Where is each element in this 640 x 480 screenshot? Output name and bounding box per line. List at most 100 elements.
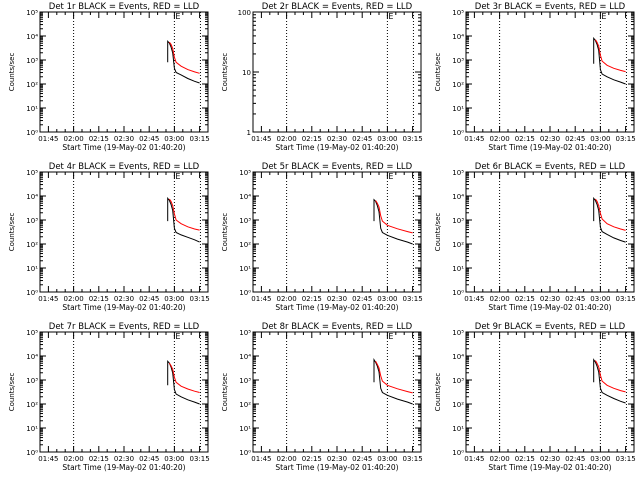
y-tick-label: 10² bbox=[452, 241, 464, 249]
x-tick-label: 03:15 bbox=[403, 455, 423, 463]
y-tick-label: 10³ bbox=[26, 377, 38, 385]
x-tick-label: 03:00 bbox=[164, 135, 184, 143]
panel-9: Det 9r BLACK = Events, RED = LLD 10⁰ 10¹ 10… bbox=[434, 322, 636, 472]
y-tick-label: 10¹ bbox=[239, 425, 251, 433]
y-tick-label: 10⁴ bbox=[26, 193, 38, 201]
x-tick-label: 02:15 bbox=[302, 295, 322, 303]
y-tick-label: 10² bbox=[239, 241, 251, 249]
x-tick-label: 03:15 bbox=[616, 455, 636, 463]
series-line-events bbox=[167, 196, 200, 243]
x-tick-label: 03:15 bbox=[190, 135, 210, 143]
x-tick-label: 02:00 bbox=[64, 455, 84, 463]
panel-3: Det 3r BLACK = Events, RED = LLD 10⁰ 10¹ 10… bbox=[434, 2, 636, 152]
y-tick-label: 10⁴ bbox=[26, 353, 38, 361]
y-tick-label: 10² bbox=[26, 241, 38, 249]
panel-title: Det 8r BLACK = Events, RED = LLD bbox=[262, 322, 413, 332]
plot-frame bbox=[465, 11, 635, 133]
y-tick-label: 10² bbox=[239, 401, 251, 409]
y-axis-label: Counts/sec bbox=[8, 373, 16, 412]
x-axis-label: Start Time (19-May-02 01:40:20) bbox=[275, 463, 398, 472]
series-line-lld bbox=[594, 360, 626, 393]
y-tick-label: 10³ bbox=[452, 217, 464, 225]
x-tick-label: 02:15 bbox=[302, 135, 322, 143]
x-tick-label: 02:45 bbox=[352, 135, 372, 143]
panel-2: Det 2r BLACK = Events, RED = LLD 1 10 100 01… bbox=[221, 2, 423, 152]
y-tick-label: 10⁵ bbox=[239, 169, 251, 177]
x-tick-label: 02:30 bbox=[114, 295, 134, 303]
x-tick-label: 02:00 bbox=[277, 295, 297, 303]
y-axis-label: Counts/sec bbox=[434, 373, 442, 412]
x-tick-label: 02:15 bbox=[89, 135, 109, 143]
plot-frame bbox=[252, 331, 422, 453]
series-line-events bbox=[593, 196, 626, 243]
y-tick-label: 10⁴ bbox=[239, 193, 251, 201]
x-tick-label: 01:45 bbox=[251, 295, 271, 303]
x-tick-label: 03:15 bbox=[403, 295, 423, 303]
x-tick-label: 02:15 bbox=[515, 295, 535, 303]
x-tick-label: 02:45 bbox=[565, 295, 585, 303]
panel-title: Det 4r BLACK = Events, RED = LLD bbox=[49, 162, 200, 172]
series-line-lld bbox=[375, 361, 413, 394]
y-axis-label: Counts/sec bbox=[434, 213, 442, 252]
x-tick-label: 03:15 bbox=[190, 295, 210, 303]
event-marker-label: E bbox=[601, 332, 606, 341]
series-line-lld bbox=[594, 198, 626, 231]
panel-title: Det 7r BLACK = Events, RED = LLD bbox=[49, 322, 200, 332]
event-marker-label: E bbox=[388, 332, 393, 341]
y-tick-label: 10⁵ bbox=[239, 329, 251, 337]
y-tick-label: 10⁰ bbox=[26, 129, 38, 137]
y-tick-label: 10¹ bbox=[452, 105, 464, 113]
y-tick-label: 10⁴ bbox=[26, 33, 38, 41]
y-tick-label: 10² bbox=[26, 81, 38, 89]
y-tick-label: 10⁰ bbox=[26, 289, 38, 297]
plot-frame bbox=[252, 11, 422, 133]
y-tick-label: 10³ bbox=[26, 57, 38, 65]
x-tick-label: 02:45 bbox=[565, 455, 585, 463]
series-line-lld bbox=[594, 39, 626, 73]
panel-title: Det 9r BLACK = Events, RED = LLD bbox=[475, 322, 626, 332]
y-axis-label: Counts/sec bbox=[221, 213, 229, 252]
x-tick-label: 02:00 bbox=[490, 455, 510, 463]
x-tick-label: 02:15 bbox=[89, 295, 109, 303]
x-tick-label: 02:30 bbox=[327, 455, 347, 463]
plot-frame bbox=[465, 331, 635, 453]
panel-6: Det 6r BLACK = Events, RED = LLD 10⁰ 10¹ 10… bbox=[434, 162, 636, 312]
y-axis-label: Counts/sec bbox=[434, 53, 442, 92]
x-tick-label: 02:45 bbox=[565, 135, 585, 143]
x-axis-label: Start Time (19-May-02 01:40:20) bbox=[488, 463, 611, 472]
y-axis-label: Counts/sec bbox=[221, 373, 229, 412]
y-tick-label: 10² bbox=[452, 81, 464, 89]
x-tick-label: 02:15 bbox=[302, 455, 322, 463]
x-tick-label: 03:15 bbox=[190, 455, 210, 463]
y-axis-label: Counts/sec bbox=[8, 53, 16, 92]
x-tick-label: 02:00 bbox=[490, 135, 510, 143]
event-marker-label: E bbox=[601, 172, 606, 181]
x-tick-label: 02:30 bbox=[540, 135, 560, 143]
x-tick-label: 03:15 bbox=[616, 135, 636, 143]
x-tick-label: 02:30 bbox=[327, 295, 347, 303]
y-tick-label: 10¹ bbox=[239, 265, 251, 273]
x-tick-label: 02:30 bbox=[114, 455, 134, 463]
y-tick-label: 10⁰ bbox=[239, 289, 251, 297]
event-marker-label: E bbox=[175, 12, 180, 21]
x-axis-label: Start Time (19-May-02 01:40:20) bbox=[488, 303, 611, 312]
x-tick-label: 03:00 bbox=[590, 135, 610, 143]
y-axis-label: Counts/sec bbox=[8, 213, 16, 252]
panel-title: Det 5r BLACK = Events, RED = LLD bbox=[262, 162, 413, 172]
x-tick-label: 02:00 bbox=[64, 135, 84, 143]
y-tick-label: 10³ bbox=[452, 377, 464, 385]
x-axis-label: Start Time (19-May-02 01:40:20) bbox=[62, 143, 185, 152]
y-tick-label: 1 bbox=[247, 129, 251, 137]
x-axis-label: Start Time (19-May-02 01:40:20) bbox=[275, 303, 398, 312]
series-line-events bbox=[373, 357, 413, 405]
series-line-lld bbox=[168, 362, 200, 393]
x-tick-label: 02:15 bbox=[515, 455, 535, 463]
series-line-events bbox=[593, 358, 626, 404]
x-tick-label: 02:30 bbox=[327, 135, 347, 143]
event-marker-label: E bbox=[601, 12, 606, 21]
x-tick-label: 02:15 bbox=[515, 135, 535, 143]
x-tick-label: 02:45 bbox=[352, 295, 372, 303]
x-tick-label: 01:45 bbox=[464, 455, 484, 463]
x-tick-label: 01:45 bbox=[251, 135, 271, 143]
